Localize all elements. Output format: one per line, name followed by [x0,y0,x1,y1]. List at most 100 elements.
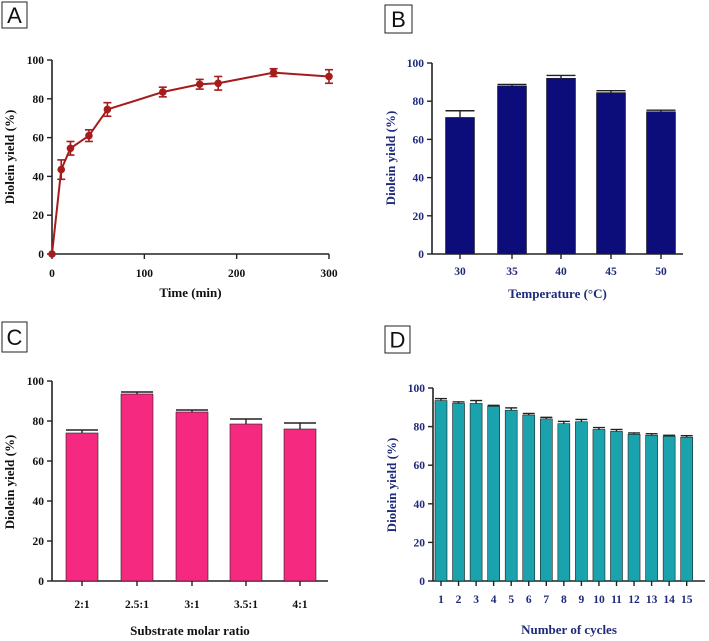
y-tick-label: 80 [413,96,425,108]
bar [175,411,209,582]
bar [445,117,475,255]
data-point [195,80,204,89]
x-tick-label: 2:1 [74,599,90,611]
x-tick-label: 2 [456,594,462,606]
bar [487,406,500,582]
data-point [66,144,75,153]
bar [504,409,518,582]
data-point [325,72,333,81]
bar [627,434,641,582]
x-tick-label: 14 [663,594,675,606]
panel-label: D [390,328,406,353]
x-tick-label: 10 [593,594,605,606]
data-point [269,68,278,77]
y-tick-label: 100 [407,58,425,70]
y-tick-label: 0 [419,576,425,588]
x-tick-label: 12 [628,594,640,606]
x-tick-label: 50 [655,266,667,278]
panel-label: C [7,325,23,350]
bar [497,85,527,255]
data-point [103,105,112,114]
x-tick-label: 15 [681,594,693,606]
x-tick-label: 5 [508,594,514,606]
x-tick-label: 1 [438,594,444,606]
bar [65,432,99,582]
bar [662,435,676,582]
y-tick-label: 100 [408,383,426,395]
y-tick-label: 60 [33,133,45,145]
series-line [51,71,330,255]
bar [522,414,536,582]
x-tick-label: 7 [543,594,549,606]
bar [434,400,448,582]
y-tick-label: 0 [418,249,424,261]
bar [120,393,154,582]
x-tick-label: 4:1 [292,599,308,611]
y-axis-title: Diolein yield (%) [383,111,398,206]
y-tick-label: 20 [33,536,45,548]
y-tick-label: 80 [414,422,426,434]
x-tick-label: 100 [136,268,154,280]
bar [452,403,465,582]
x-tick-label: 13 [646,594,658,606]
x-tick-label: 4 [491,594,497,606]
y-tick-label: 40 [33,171,45,183]
y-tick-label: 40 [33,496,45,508]
panel-label: B [391,7,406,32]
y-tick-label: 100 [27,55,45,67]
x-tick-label: 2.5:1 [125,599,149,611]
bar [229,423,263,582]
bar [596,92,626,255]
x-tick-label: 35 [506,266,518,278]
x-tick-label: 3:1 [184,599,200,611]
y-tick-label: 40 [414,499,426,511]
data-point [85,131,93,140]
data-point [57,165,66,174]
bar [539,418,553,582]
x-tick-label: 11 [611,594,622,606]
y-tick-label: 80 [33,416,45,428]
y-tick-label: 100 [27,376,45,388]
panel-label-box [384,325,411,354]
x-tick-label: 6 [526,594,532,606]
y-tick-label: 20 [414,537,426,549]
x-tick-label: 40 [555,266,567,278]
y-tick-label: 0 [38,576,44,588]
y-tick-label: 60 [414,460,426,472]
panel-b: B 0 20 40 60 80 100 Diolein yield (%) Temperatur… [383,4,683,301]
x-tick-label: 3 [473,594,479,606]
y-axis-title: Diolein yield (%) [2,110,17,205]
x-tick-label: 9 [579,594,585,606]
y-tick-label: 40 [413,173,425,185]
data-point [214,79,222,88]
x-axis-title: Substrate molar ratio [130,623,250,638]
y-tick-label: 80 [33,94,45,106]
x-tick-label: 3.5:1 [234,599,258,611]
y-axis-title: Diolein yield (%) [2,435,17,530]
panel-a: A 0 20 40 60 80 100 Diolein yield (%) Time (min)… [1,1,338,300]
panel-d: D 0 20 40 60 80 100 Diolein yield (%) Number of … [384,325,705,637]
x-axis-title: Temperature (°C) [508,286,607,301]
y-tick-label: 60 [413,134,425,146]
bar [557,423,571,582]
bar [645,434,658,582]
x-axis-title: Number of cycles [521,622,617,637]
y-tick-label: 0 [38,249,44,261]
panel-label-box [1,1,28,29]
bar [469,403,483,582]
x-tick-label: 300 [320,268,338,280]
x-tick-label: 0 [49,268,55,280]
y-tick-label: 20 [33,210,45,222]
x-tick-label: 8 [561,594,567,606]
bar [575,421,588,582]
bar [592,429,606,582]
y-tick-label: 20 [413,211,425,223]
y-tick-label: 60 [33,456,45,468]
bar [546,77,576,255]
bar [610,431,623,582]
data-point [159,88,167,96]
panel-label-box [1,321,28,353]
x-tick-label: 45 [605,266,617,278]
bar [680,436,694,582]
